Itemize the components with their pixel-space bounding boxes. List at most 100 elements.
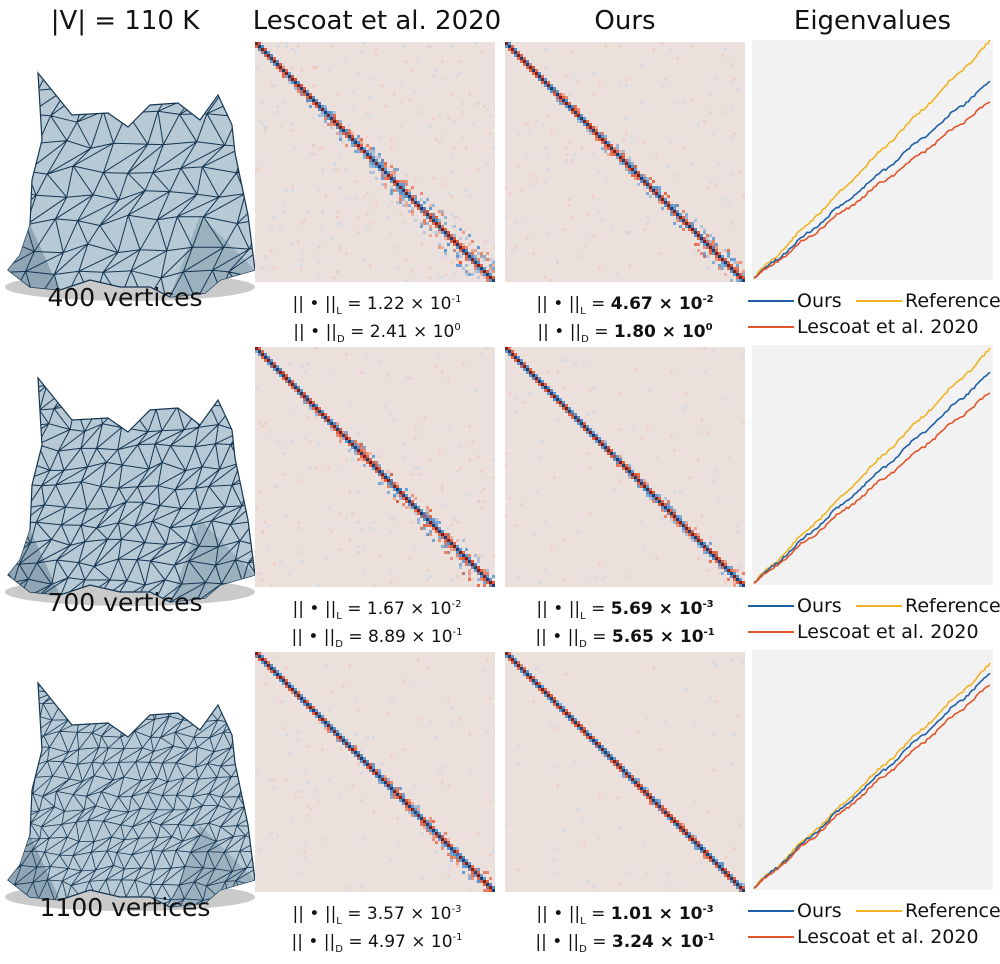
norm-equals: = 1.22 × 10 bbox=[341, 294, 452, 314]
legend-swatch bbox=[856, 300, 902, 302]
legend-swatch bbox=[856, 910, 902, 912]
norm-value: 5.65 × 10 bbox=[611, 627, 704, 647]
ours-norm-D: || • ||D = 5.65 × 10-1 bbox=[500, 619, 750, 659]
eigenvalue-plot bbox=[752, 650, 993, 890]
legend-swatch bbox=[748, 910, 794, 912]
norm-value: 3.24 × 10 bbox=[611, 932, 704, 952]
norm-equals: = bbox=[585, 599, 611, 619]
norm-value: 1.80 × 10 bbox=[613, 322, 706, 342]
norm-symbol: || • || bbox=[536, 294, 581, 314]
norm-exponent: -1 bbox=[452, 627, 463, 638]
norm-exponent: -3 bbox=[702, 599, 714, 610]
legend-swatch bbox=[748, 300, 794, 302]
norm-symbol: || • || bbox=[536, 904, 581, 924]
norm-value: 4.67 × 10 bbox=[610, 294, 703, 314]
lescoat-norm-L: || • ||L = 3.57 × 10-3 bbox=[252, 896, 502, 936]
lescoat-curve bbox=[753, 392, 991, 585]
norm-exponent: -3 bbox=[451, 904, 462, 915]
norm-equals: = bbox=[588, 322, 614, 342]
norm-subscript: L bbox=[580, 306, 586, 317]
norm-equals: = bbox=[586, 932, 612, 952]
norm-subscript: D bbox=[579, 639, 587, 650]
legend-swatch bbox=[748, 936, 794, 938]
ours-norm-D: || • ||D = 3.24 × 10-1 bbox=[500, 924, 750, 964]
legend-lescoat: Lescoat et al. 2020 bbox=[748, 314, 979, 340]
ours-curve bbox=[754, 80, 991, 278]
legend-lescoat: Lescoat et al. 2020 bbox=[748, 619, 979, 645]
lescoat-matrix bbox=[255, 42, 495, 282]
ours-norm-L: || • ||L = 5.69 × 10-3 bbox=[500, 591, 750, 631]
eigenvalue-plot bbox=[752, 345, 993, 585]
vertex-count-label: 700 vertices bbox=[47, 588, 203, 617]
legend-label: Lescoat et al. 2020 bbox=[797, 926, 979, 948]
ours-matrix bbox=[505, 652, 745, 892]
legend-lescoat: Lescoat et al. 2020 bbox=[748, 924, 979, 950]
cat-mesh-image bbox=[0, 370, 256, 620]
norm-subscript: L bbox=[580, 916, 586, 927]
norm-equals: = 4.97 × 10 bbox=[342, 932, 453, 952]
norm-symbol: || • || bbox=[293, 322, 338, 342]
norm-equals: = 3.57 × 10 bbox=[341, 904, 452, 924]
norm-exponent: -2 bbox=[702, 294, 714, 305]
lescoat-norm-D: || • ||D = 8.89 × 10-1 bbox=[252, 619, 502, 659]
norm-symbol: || • || bbox=[292, 599, 337, 619]
norm-exponent: 0 bbox=[705, 322, 713, 333]
cat-mesh-image bbox=[0, 65, 256, 315]
norm-exponent: -3 bbox=[702, 904, 714, 915]
norm-value: 1.01 × 10 bbox=[610, 904, 703, 924]
lescoat-norm-L: || • ||L = 1.67 × 10-2 bbox=[252, 591, 502, 631]
reference-curve bbox=[753, 347, 991, 585]
norm-subscript: L bbox=[336, 306, 342, 317]
ours-matrix bbox=[505, 42, 745, 282]
norm-exponent: -1 bbox=[703, 932, 715, 943]
lescoat-matrix bbox=[255, 652, 495, 892]
cat-mesh-image bbox=[0, 675, 256, 925]
lescoat-curve bbox=[753, 684, 991, 890]
ours-norm-L: || • ||L = 4.67 × 10-2 bbox=[500, 286, 750, 326]
norm-subscript: L bbox=[580, 611, 586, 622]
norm-symbol: || • || bbox=[291, 627, 336, 647]
legend-label: Ours bbox=[797, 595, 842, 617]
norm-equals: = 1.67 × 10 bbox=[341, 599, 452, 619]
norm-subscript: D bbox=[335, 639, 343, 650]
reference-curve bbox=[753, 39, 991, 280]
legend-swatch bbox=[748, 326, 794, 328]
eigenvalue-plot bbox=[752, 39, 993, 280]
legend-label: Ours bbox=[797, 290, 842, 312]
norm-equals: = bbox=[585, 904, 611, 924]
norm-equals: = 8.89 × 10 bbox=[342, 627, 453, 647]
norm-subscript: D bbox=[335, 944, 343, 955]
ours-matrix bbox=[505, 347, 745, 587]
norm-subscript: D bbox=[581, 334, 589, 345]
eigen-legend: Ours Reference Lescoat et al. 2020 bbox=[748, 288, 1000, 344]
legend-ours: Ours bbox=[748, 898, 842, 924]
legend-label: Lescoat et al. 2020 bbox=[797, 621, 979, 643]
lescoat-matrix bbox=[255, 347, 495, 587]
norm-symbol: || • || bbox=[535, 932, 580, 952]
norm-subscript: D bbox=[579, 944, 587, 955]
norm-symbol: || • || bbox=[292, 904, 337, 924]
norm-subscript: L bbox=[336, 916, 342, 927]
header-lescoat: Lescoat et al. 2020 bbox=[252, 6, 502, 36]
legend-swatch bbox=[748, 631, 794, 633]
legend-ours: Ours bbox=[748, 288, 842, 314]
ours-curve bbox=[753, 371, 991, 583]
legend-reference: Reference bbox=[856, 593, 1000, 619]
ours-curve bbox=[753, 672, 991, 888]
legend-label: Reference bbox=[905, 290, 1000, 312]
norm-equals: = bbox=[585, 294, 611, 314]
norm-symbol: || • || bbox=[537, 322, 582, 342]
norm-equals: = 2.41 × 10 bbox=[344, 322, 455, 342]
legend-reference: Reference bbox=[856, 288, 1000, 314]
reference-curve bbox=[753, 662, 991, 890]
vertex-count-label: 400 vertices bbox=[47, 283, 203, 312]
legend-swatch bbox=[748, 605, 794, 607]
legend-label: Reference bbox=[905, 900, 1000, 922]
legend-label: Lescoat et al. 2020 bbox=[797, 316, 979, 338]
legend-reference: Reference bbox=[856, 898, 1000, 924]
norm-subscript: L bbox=[336, 611, 342, 622]
header-mesh-size: |V| = 110 K bbox=[50, 6, 200, 36]
norm-symbol: || • || bbox=[535, 627, 580, 647]
ours-norm-L: || • ||L = 1.01 × 10-3 bbox=[500, 896, 750, 936]
norm-subscript: D bbox=[337, 334, 345, 345]
